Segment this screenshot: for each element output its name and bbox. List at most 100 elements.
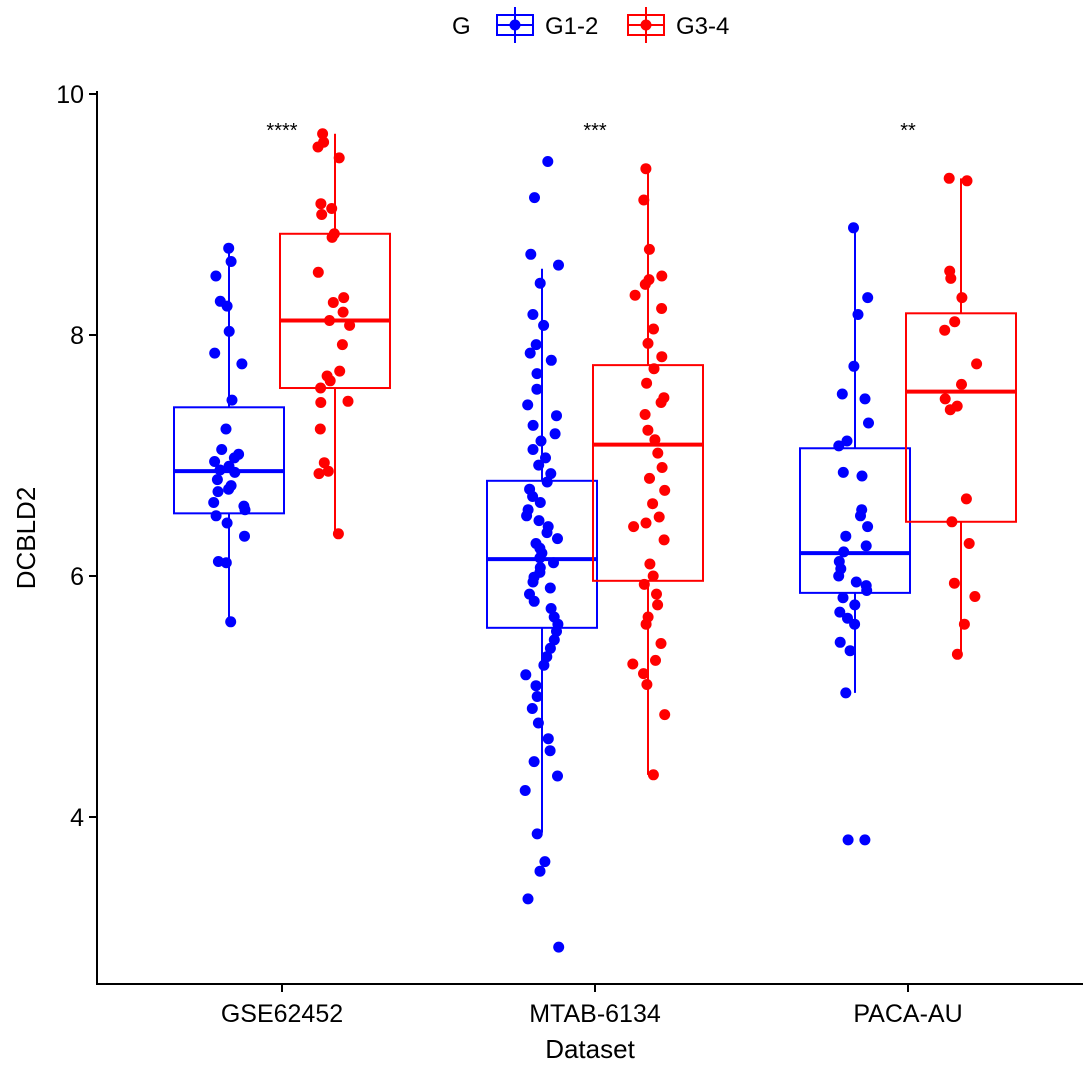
data-point xyxy=(220,557,232,569)
data-point xyxy=(648,323,659,335)
data-point xyxy=(640,163,652,175)
data-point xyxy=(833,440,845,452)
data-point xyxy=(533,459,545,471)
data-point xyxy=(640,618,652,630)
data-point xyxy=(859,393,871,405)
data-point xyxy=(239,530,250,542)
legend-entry: G1-2 xyxy=(496,7,598,43)
legend: G G1-2 G3-4 xyxy=(452,7,729,43)
data-point xyxy=(644,472,655,484)
data-point xyxy=(945,272,957,284)
data-point xyxy=(209,456,221,467)
box-body xyxy=(173,406,285,515)
data-point xyxy=(236,358,248,370)
data-point xyxy=(656,351,668,363)
data-point xyxy=(316,209,328,220)
data-point xyxy=(220,423,232,435)
data-point xyxy=(963,538,975,549)
data-point xyxy=(652,599,664,611)
data-point xyxy=(527,309,539,320)
data-point xyxy=(640,517,652,529)
x-tick-label: PACA-AU xyxy=(853,1000,962,1028)
data-point xyxy=(552,533,563,545)
data-point xyxy=(527,491,539,502)
data-point xyxy=(628,521,640,533)
data-point xyxy=(545,468,557,480)
data-point xyxy=(948,577,960,589)
data-point xyxy=(960,493,972,505)
data-point xyxy=(210,510,222,522)
data-point xyxy=(856,470,868,482)
data-point xyxy=(538,319,550,331)
data-point xyxy=(337,306,349,318)
data-point xyxy=(641,377,653,389)
legend-entry: G3-4 xyxy=(627,7,729,43)
legend-key-point xyxy=(640,19,652,31)
data-point xyxy=(842,834,854,846)
data-point xyxy=(656,303,668,314)
data-point xyxy=(527,444,539,455)
data-point xyxy=(520,669,532,681)
data-point xyxy=(840,687,852,699)
data-point xyxy=(971,358,983,370)
data-point xyxy=(627,658,639,670)
data-point xyxy=(641,679,653,690)
data-point xyxy=(548,634,560,646)
plot-area: **** *** ** xyxy=(173,120,1017,953)
data-point xyxy=(531,383,543,395)
data-point xyxy=(862,292,874,304)
box-body xyxy=(799,447,911,594)
data-point xyxy=(322,465,334,477)
data-point xyxy=(548,557,559,569)
data-point xyxy=(531,691,543,702)
data-point xyxy=(629,289,641,301)
data-point xyxy=(541,527,553,539)
data-point xyxy=(841,435,853,447)
data-point xyxy=(647,570,659,582)
data-point xyxy=(530,339,542,351)
data-point xyxy=(659,709,671,721)
data-point xyxy=(223,242,235,254)
data-point xyxy=(848,360,860,372)
data-point xyxy=(849,618,861,630)
data-point xyxy=(639,278,651,290)
data-point xyxy=(324,375,336,387)
significance-label: ** xyxy=(900,120,916,142)
data-point xyxy=(525,248,537,260)
box-G3-4-PACA-AU xyxy=(905,178,1017,655)
data-point xyxy=(649,434,661,446)
data-point xyxy=(647,769,659,781)
data-point xyxy=(541,476,553,488)
data-point xyxy=(544,745,556,757)
data-point xyxy=(531,368,543,380)
data-point xyxy=(652,447,664,459)
data-point xyxy=(208,497,220,508)
data-point xyxy=(639,409,651,420)
data-point xyxy=(840,530,852,542)
data-point xyxy=(228,452,240,464)
data-point xyxy=(534,497,546,508)
data-point xyxy=(553,941,565,953)
data-point xyxy=(519,785,531,796)
data-point xyxy=(211,474,223,486)
data-point xyxy=(648,363,660,375)
data-point xyxy=(522,893,534,905)
box-body xyxy=(905,312,1017,523)
legend-key-point xyxy=(509,19,521,31)
data-point xyxy=(542,733,554,745)
data-point xyxy=(638,668,649,680)
data-point xyxy=(344,319,356,331)
data-point xyxy=(939,393,951,405)
data-point xyxy=(961,175,973,187)
data-point xyxy=(312,141,324,153)
data-point xyxy=(844,645,856,657)
data-point xyxy=(342,395,354,407)
data-point xyxy=(951,648,963,660)
data-point xyxy=(551,410,562,422)
data-point xyxy=(651,588,662,600)
data-point xyxy=(334,365,346,377)
data-point xyxy=(542,156,554,167)
data-point xyxy=(834,636,846,648)
data-point xyxy=(848,222,859,234)
data-point xyxy=(551,625,562,637)
